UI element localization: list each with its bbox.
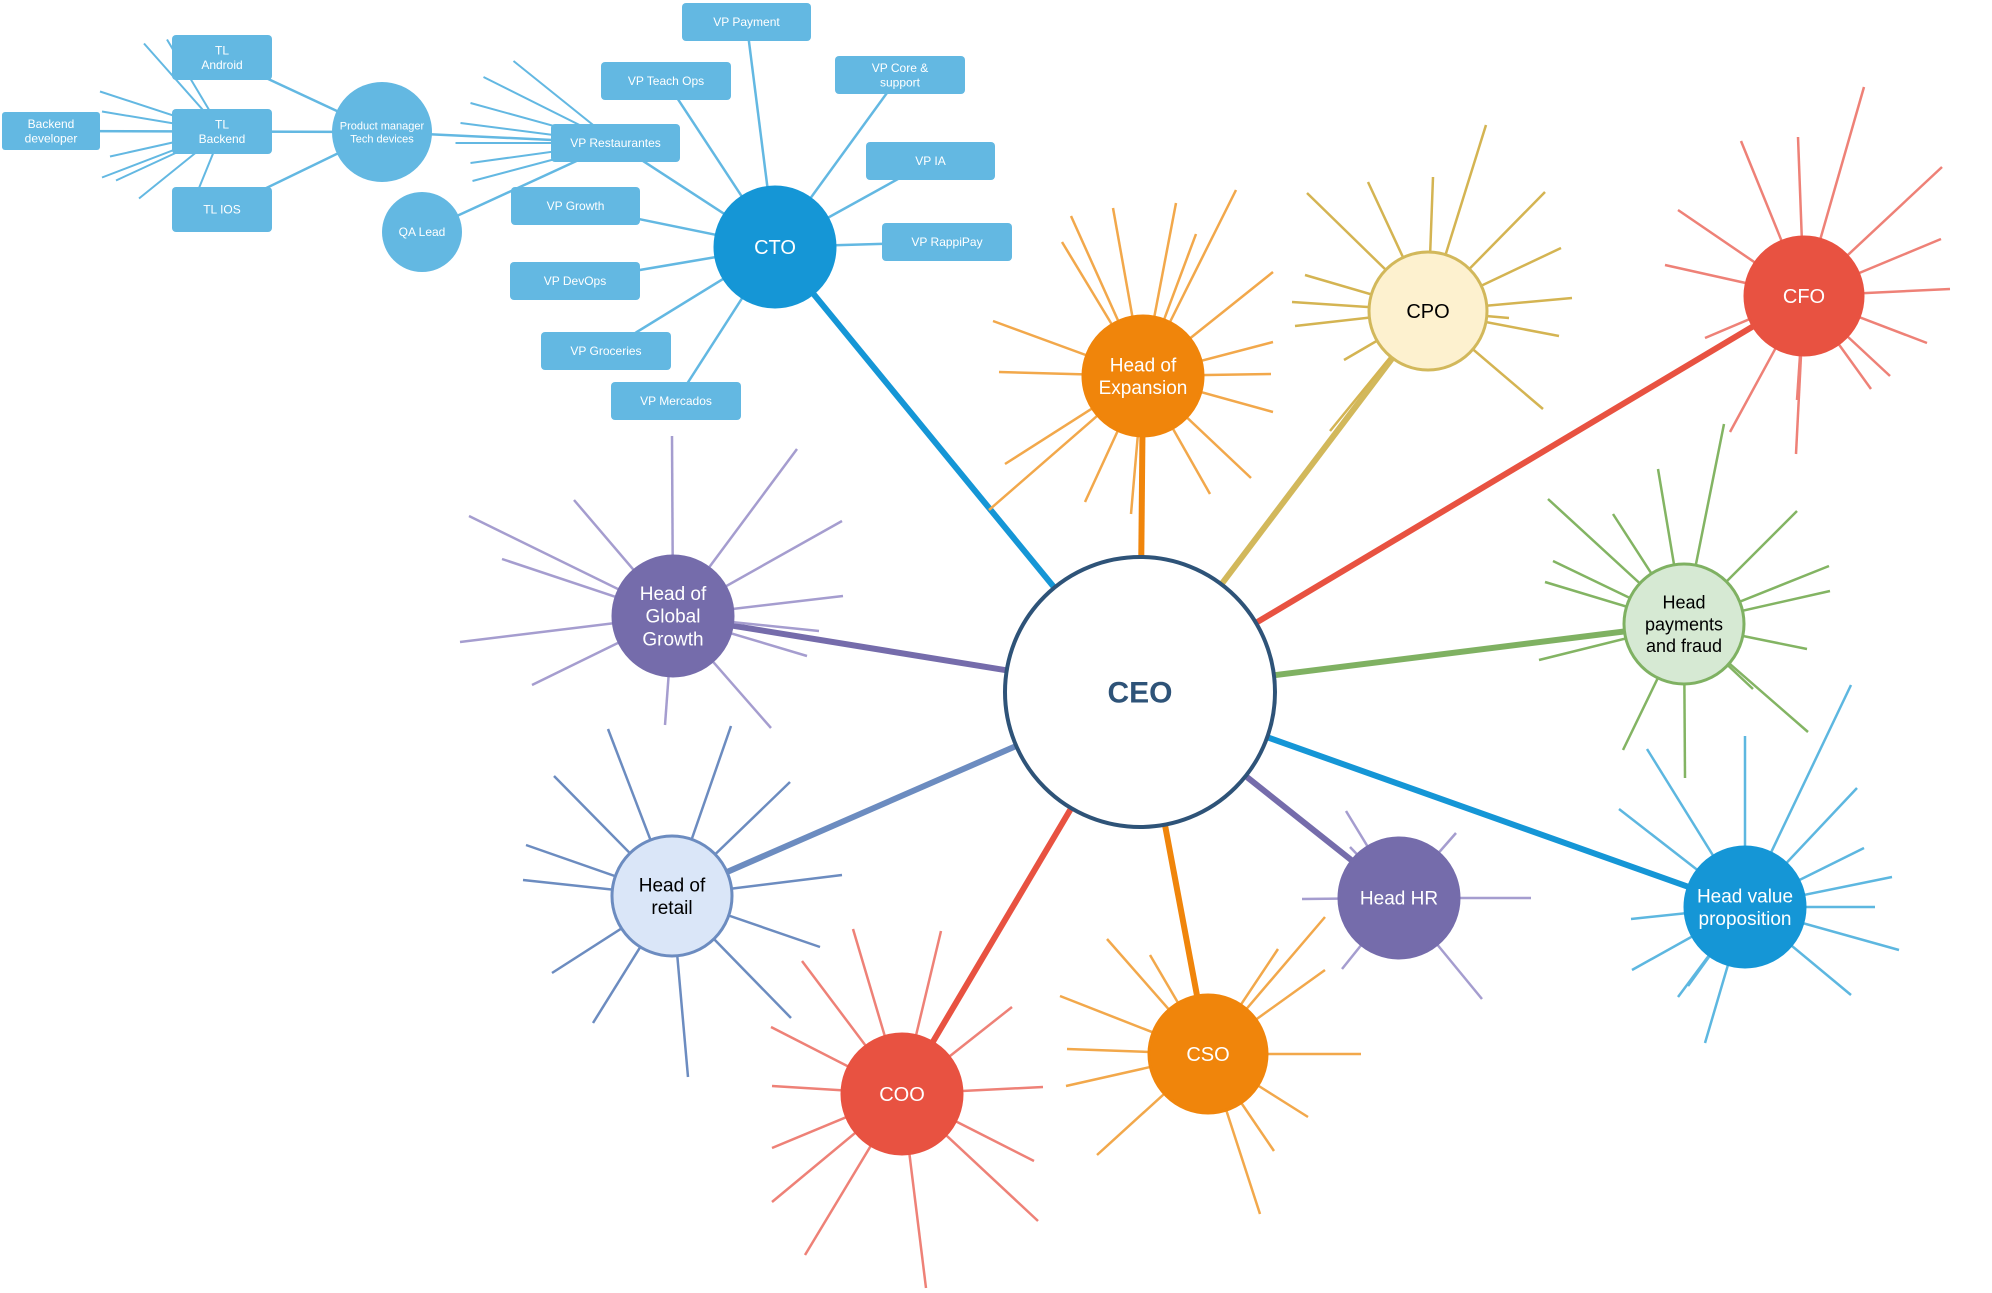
vp-box[interactable] [611, 382, 741, 420]
vp-box-label: VP Teach Ops [628, 74, 704, 88]
node-label-head-hr: Head HR [1360, 889, 1438, 910]
node-coo[interactable] [840, 1032, 964, 1156]
node-label-cpo: CPO [1406, 301, 1449, 323]
vp-box-label: VP Restaurantes [570, 136, 661, 150]
tl-box-label: TL IOS [203, 203, 241, 217]
vp-box[interactable] [835, 56, 965, 94]
vp-box-label: VP Mercados [640, 394, 712, 408]
node-ceo[interactable] [1003, 555, 1277, 829]
vp-box[interactable] [601, 62, 731, 100]
vp-box-label: VP Groceries [570, 344, 641, 358]
vp-box[interactable] [682, 3, 811, 41]
node-label-cfo: CFO [1783, 286, 1825, 308]
node-label-product-manager: Product manager Tech devices [340, 120, 425, 145]
node-label-head-global-growth: Head of Global Growth [640, 584, 707, 651]
vp-box[interactable] [541, 332, 671, 370]
vp-box-label: VP Payment [713, 15, 780, 29]
vp-box[interactable] [866, 142, 995, 180]
vp-box-label: VP Growth [547, 199, 605, 213]
node-label-head-expansion: Head of Expansion [1099, 355, 1188, 399]
developer-box[interactable] [2, 112, 100, 150]
vp-box-label: VP IA [915, 154, 945, 168]
node-head-global-growth[interactable] [611, 554, 735, 678]
vp-box-label: VP DevOps [544, 274, 606, 288]
vp-box[interactable] [551, 124, 680, 162]
node-cfo[interactable] [1743, 235, 1865, 357]
nodes: CTO Head of Expansion CPO CFO Head payments and… [2, 3, 1865, 1156]
vp-box-label: VP RappiPay [911, 235, 982, 249]
vp-box[interactable] [510, 262, 640, 300]
node-qa-lead[interactable] [382, 192, 462, 272]
node-label-cso: CSO [1186, 1044, 1229, 1066]
node-label-head-retail: Head of retail [639, 875, 706, 919]
node-head-value-proposition[interactable] [1683, 845, 1807, 969]
node-label-cto: CTO [754, 237, 796, 259]
vp-box[interactable] [511, 187, 640, 225]
tl-box-label: TL Android [201, 44, 242, 72]
tl-box[interactable] [172, 109, 272, 154]
node-product-manager[interactable] [332, 82, 432, 182]
node-head-expansion[interactable] [1081, 314, 1205, 438]
vp-box-label: VP Core & support [872, 61, 928, 89]
node-label-qa-lead: QA Lead [399, 225, 446, 239]
node-label-head-payments-fraud: Head payments and fraud [1645, 593, 1723, 656]
developer-box-label: Backend developer [25, 117, 78, 145]
vp-box[interactable] [882, 223, 1012, 261]
node-label-ceo: CEO [1107, 677, 1172, 710]
node-cso[interactable] [1147, 993, 1269, 1115]
tl-box[interactable] [172, 187, 272, 232]
node-cto[interactable] [713, 185, 837, 309]
node-label-coo: COO [879, 1084, 925, 1106]
tl-box-label: TL Backend [199, 118, 246, 146]
node-head-retail[interactable] [610, 834, 734, 958]
node-head-payments-fraud[interactable] [1622, 562, 1746, 686]
node-cpo[interactable] [1367, 250, 1489, 372]
node-label-head-value-proposition: Head value proposition [1697, 886, 1793, 930]
tl-box[interactable] [172, 35, 272, 80]
node-head-hr[interactable] [1337, 836, 1461, 960]
